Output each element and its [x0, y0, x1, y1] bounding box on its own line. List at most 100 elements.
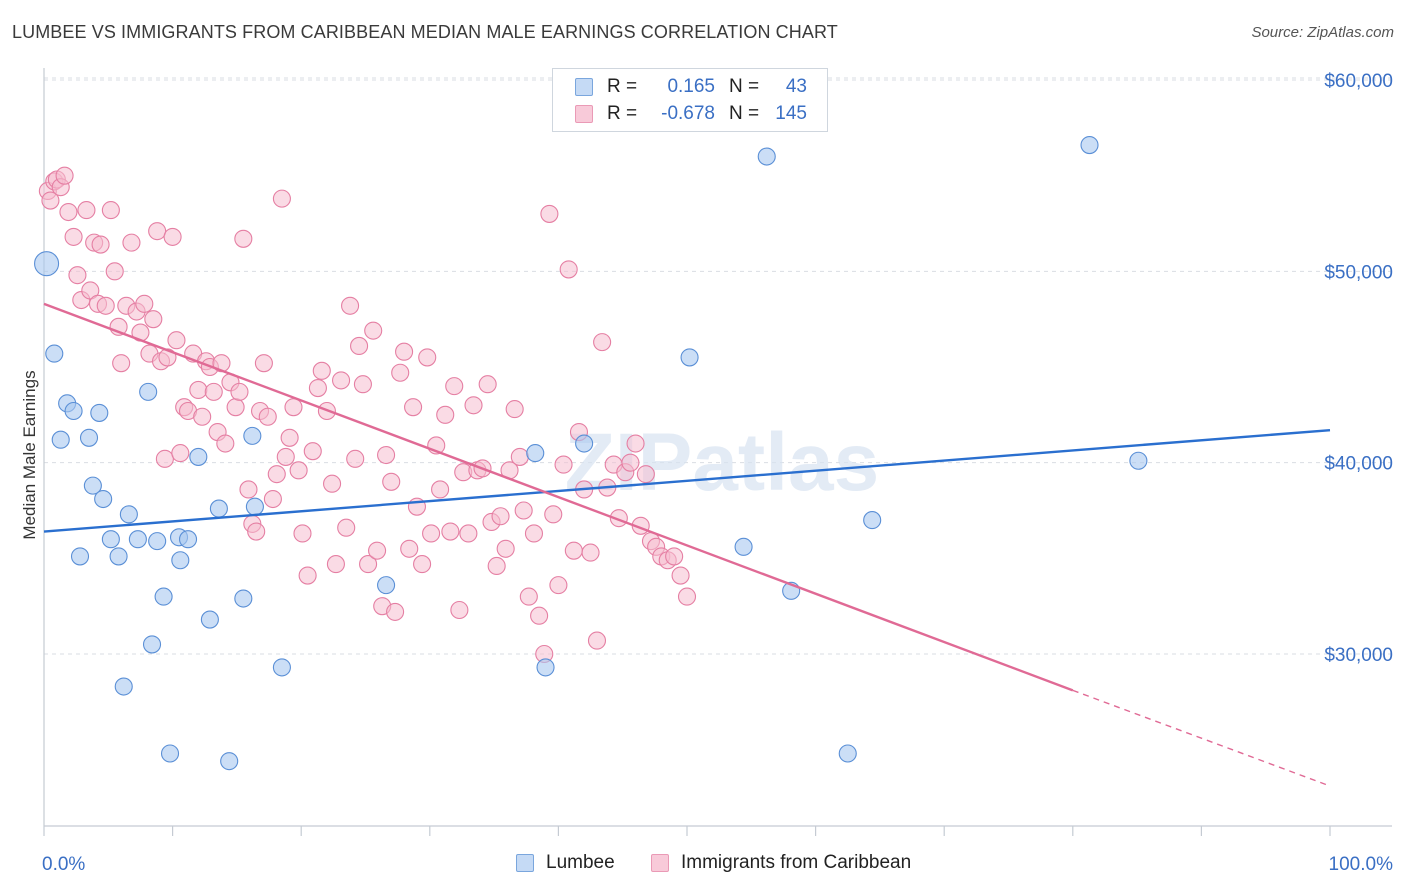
data-point-caribbean	[418, 348, 437, 367]
data-point-caribbean	[96, 296, 115, 315]
data-point-caribbean	[377, 445, 396, 465]
data-point-caribbean	[413, 555, 432, 574]
data-point-caribbean	[524, 524, 544, 543]
data-point-caribbean	[350, 336, 369, 356]
data-point-caribbean	[496, 539, 515, 558]
data-point-caribbean	[158, 348, 177, 367]
data-point-lumbee	[128, 530, 147, 549]
legend-r-value: 0.165	[667, 76, 715, 97]
data-point-caribbean	[636, 465, 655, 484]
data-point-caribbean	[280, 428, 299, 447]
data-point-lumbee	[1129, 451, 1148, 470]
data-point-caribbean	[505, 400, 524, 419]
data-point-caribbean	[55, 166, 74, 185]
data-point-caribbean	[247, 522, 266, 541]
data-point-caribbean	[346, 449, 365, 468]
data-point-caribbean	[491, 507, 510, 526]
data-point-caribbean	[308, 378, 327, 398]
data-point-lumbee	[536, 658, 555, 677]
data-point-lumbee	[189, 447, 208, 466]
data-point-caribbean	[263, 489, 282, 509]
data-point-caribbean	[337, 518, 356, 537]
data-point-caribbean	[167, 331, 186, 350]
data-point-caribbean	[135, 294, 154, 313]
legend-label-caribbean: Immigrants from Caribbean	[681, 852, 912, 873]
data-point-lumbee	[94, 489, 113, 509]
data-point-caribbean	[293, 524, 312, 543]
data-point-lumbee	[79, 428, 99, 447]
data-point-caribbean	[549, 576, 568, 595]
data-point-caribbean	[155, 449, 174, 468]
tick-labels: $30,000 $40,000 $50,000 $60,000 0.0% 100.0%	[42, 71, 1393, 875]
data-point-caribbean	[353, 375, 372, 394]
data-point-lumbee	[34, 251, 60, 277]
data-point-caribbean	[81, 281, 100, 300]
data-point-caribbean	[450, 600, 469, 620]
data-point-caribbean	[386, 602, 405, 621]
data-point-caribbean	[478, 375, 497, 394]
data-point-caribbean	[436, 405, 455, 424]
data-point-caribbean	[404, 398, 423, 417]
data-point-caribbean	[91, 235, 110, 254]
data-point-caribbean	[564, 541, 583, 560]
data-point-lumbee	[838, 744, 857, 763]
data-point-caribbean	[239, 480, 258, 499]
data-point-caribbean	[514, 501, 533, 520]
data-point-caribbean	[234, 229, 253, 248]
data-point-lumbee	[109, 547, 128, 566]
legend-item-caribbean: Immigrants from Caribbean	[651, 852, 911, 874]
legend-r-label: R =	[607, 76, 638, 97]
data-point-caribbean	[298, 566, 317, 585]
data-point-lumbee	[83, 476, 102, 495]
data-point-caribbean	[112, 354, 131, 373]
data-point-caribbean	[626, 434, 645, 453]
data-point-lumbee	[51, 430, 70, 449]
data-point-caribbean	[258, 407, 277, 426]
data-point-lumbee	[245, 497, 264, 516]
data-point-caribbean	[581, 543, 600, 562]
y-axis-label: Median Male Earnings	[20, 370, 39, 540]
grid-lines	[44, 77, 1392, 655]
data-point-caribbean	[148, 222, 167, 241]
data-point-lumbee	[160, 744, 180, 763]
data-point-lumbee	[90, 403, 109, 422]
data-point-caribbean	[464, 396, 483, 415]
data-point-caribbean	[445, 377, 464, 396]
data-point-caribbean	[272, 189, 291, 208]
data-point-caribbean	[332, 371, 351, 390]
data-point-caribbean	[368, 541, 387, 560]
data-point-caribbean	[171, 444, 190, 463]
data-point-caribbean	[226, 398, 245, 417]
legend-n-value: 145	[775, 103, 807, 124]
lumbee-points	[34, 136, 1148, 771]
data-point-caribbean	[677, 587, 697, 606]
data-point-caribbean	[189, 380, 208, 400]
data-point-caribbean	[364, 321, 383, 340]
data-point-caribbean	[559, 260, 578, 279]
data-point-lumbee	[64, 401, 83, 421]
data-point-lumbee	[45, 344, 64, 363]
data-point-caribbean	[441, 522, 460, 541]
data-point-caribbean	[431, 480, 450, 499]
data-point-caribbean	[216, 434, 235, 453]
data-point-caribbean	[593, 333, 612, 352]
legend-n-value: 43	[785, 76, 807, 97]
data-point-caribbean	[382, 472, 401, 491]
data-point-caribbean	[193, 407, 212, 426]
trend-line-lumbee	[43, 428, 1331, 533]
data-point-caribbean	[204, 382, 223, 401]
data-point-lumbee	[272, 658, 291, 677]
data-point-lumbee	[234, 589, 253, 608]
data-point-caribbean	[665, 547, 684, 566]
data-point-caribbean	[341, 296, 360, 315]
trend-line-caribbean-extrapolated	[1072, 689, 1331, 787]
data-point-caribbean	[312, 361, 331, 380]
legend-item-lumbee: Lumbee	[516, 852, 615, 874]
data-point-lumbee	[70, 547, 90, 566]
data-point-caribbean	[41, 191, 60, 210]
data-point-lumbee	[1080, 136, 1099, 155]
data-point-caribbean	[422, 524, 441, 543]
data-point-caribbean	[487, 556, 506, 576]
data-point-caribbean	[459, 524, 478, 543]
